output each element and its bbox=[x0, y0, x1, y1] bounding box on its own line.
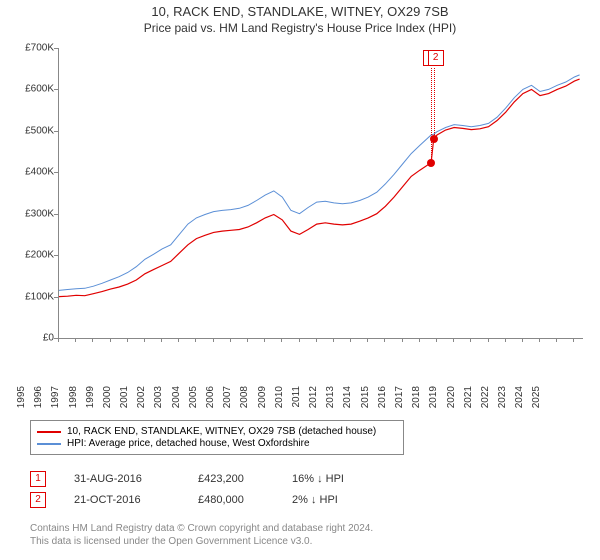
page-title: 10, RACK END, STANDLAKE, WITNEY, OX29 7S… bbox=[0, 4, 600, 19]
sale-price: £423,200 bbox=[198, 473, 268, 485]
sales-table: 1 31-AUG-2016 £423,200 16% ↓ HPI 2 21-OC… bbox=[30, 466, 344, 513]
sale-delta: 2% ↓ HPI bbox=[292, 494, 338, 506]
series-property bbox=[59, 79, 580, 297]
table-row: 1 31-AUG-2016 £423,200 16% ↓ HPI bbox=[30, 471, 344, 487]
chart: £0 £100K £200K £300K £400K £500K £600K £700K 12… bbox=[8, 42, 592, 382]
legend-row: HPI: Average price, detached house, West… bbox=[37, 438, 397, 449]
table-row: 2 21-OCT-2016 £480,000 2% ↓ HPI bbox=[30, 492, 344, 508]
series-hpi bbox=[59, 75, 580, 291]
page-subtitle: Price paid vs. HM Land Registry's House … bbox=[0, 21, 600, 35]
y-axis-label: £200K bbox=[8, 250, 54, 261]
y-axis-label: £400K bbox=[8, 167, 54, 178]
y-axis-label: £600K bbox=[8, 84, 54, 95]
legend: 10, RACK END, STANDLAKE, WITNEY, OX29 7S… bbox=[30, 420, 404, 455]
plot-area: 12 bbox=[58, 48, 583, 339]
sale-marker-icon: 2 bbox=[30, 492, 46, 508]
sale-date: 31-AUG-2016 bbox=[74, 473, 174, 485]
sale-date: 21-OCT-2016 bbox=[74, 494, 174, 506]
sale-marker-icon: 1 bbox=[30, 471, 46, 487]
y-axis-label: £700K bbox=[8, 43, 54, 54]
marker-vline bbox=[431, 68, 432, 163]
x-axis-label: 2025 bbox=[531, 386, 573, 408]
legend-swatch bbox=[37, 431, 61, 433]
footer-line: This data is licensed under the Open Gov… bbox=[30, 535, 373, 548]
marker-dot bbox=[427, 159, 435, 167]
y-axis-label: £100K bbox=[8, 291, 54, 302]
sale-price: £480,000 bbox=[198, 494, 268, 506]
legend-swatch bbox=[37, 443, 61, 445]
marker-vline bbox=[434, 68, 435, 139]
marker-box: 2 bbox=[428, 50, 444, 66]
y-axis-label: £300K bbox=[8, 208, 54, 219]
y-axis-label: £500K bbox=[8, 125, 54, 136]
sale-delta: 16% ↓ HPI bbox=[292, 473, 344, 485]
marker-dot bbox=[430, 135, 438, 143]
legend-label: 10, RACK END, STANDLAKE, WITNEY, OX29 7S… bbox=[67, 426, 376, 437]
footer: Contains HM Land Registry data © Crown c… bbox=[30, 522, 373, 548]
y-axis-label: £0 bbox=[8, 333, 54, 344]
footer-line: Contains HM Land Registry data © Crown c… bbox=[30, 522, 373, 535]
legend-row: 10, RACK END, STANDLAKE, WITNEY, OX29 7S… bbox=[37, 426, 397, 437]
legend-label: HPI: Average price, detached house, West… bbox=[67, 438, 310, 449]
